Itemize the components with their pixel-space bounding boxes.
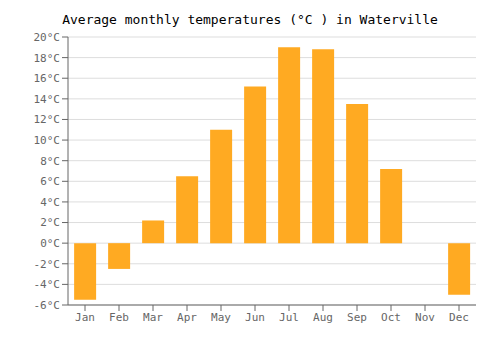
svg-text:Jul: Jul xyxy=(279,311,299,324)
svg-text:-2°C: -2°C xyxy=(34,258,61,271)
svg-text:Aug: Aug xyxy=(313,311,333,324)
svg-text:12°C: 12°C xyxy=(34,113,61,126)
html-text:Average monthly temperatures (: Average monthly temperatures (°C ) in Wa… xyxy=(62,12,438,27)
svg-text:Jan: Jan xyxy=(75,311,95,324)
svg-text:16°C: 16°C xyxy=(34,72,61,85)
svg-text:Oct: Oct xyxy=(381,311,401,324)
svg-text:2°C: 2°C xyxy=(40,216,60,229)
svg-text:-6°C: -6°C xyxy=(34,299,61,312)
svg-text:10°C: 10°C xyxy=(34,134,61,147)
svg-text:Apr: Apr xyxy=(177,311,197,324)
svg-text:-4°C: -4°C xyxy=(34,278,61,291)
svg-text:Sep: Sep xyxy=(347,311,367,324)
svg-text:8°C: 8°C xyxy=(40,155,60,168)
svg-text:Jun: Jun xyxy=(245,311,265,324)
svg-text:Dec: Dec xyxy=(449,311,469,324)
svg-text:14°C: 14°C xyxy=(34,93,61,106)
svg-text:May: May xyxy=(211,311,231,324)
svg-text:0°C: 0°C xyxy=(40,237,60,250)
svg-text:6°C: 6°C xyxy=(40,175,60,188)
svg-text:Mar: Mar xyxy=(143,311,163,324)
svg-text:Nov: Nov xyxy=(415,311,435,324)
svg-text:4°C: 4°C xyxy=(40,196,60,209)
svg-text:20°C: 20°C xyxy=(34,31,61,44)
svg-text:18°C: 18°C xyxy=(34,52,61,65)
svg-text:Feb: Feb xyxy=(109,311,129,324)
